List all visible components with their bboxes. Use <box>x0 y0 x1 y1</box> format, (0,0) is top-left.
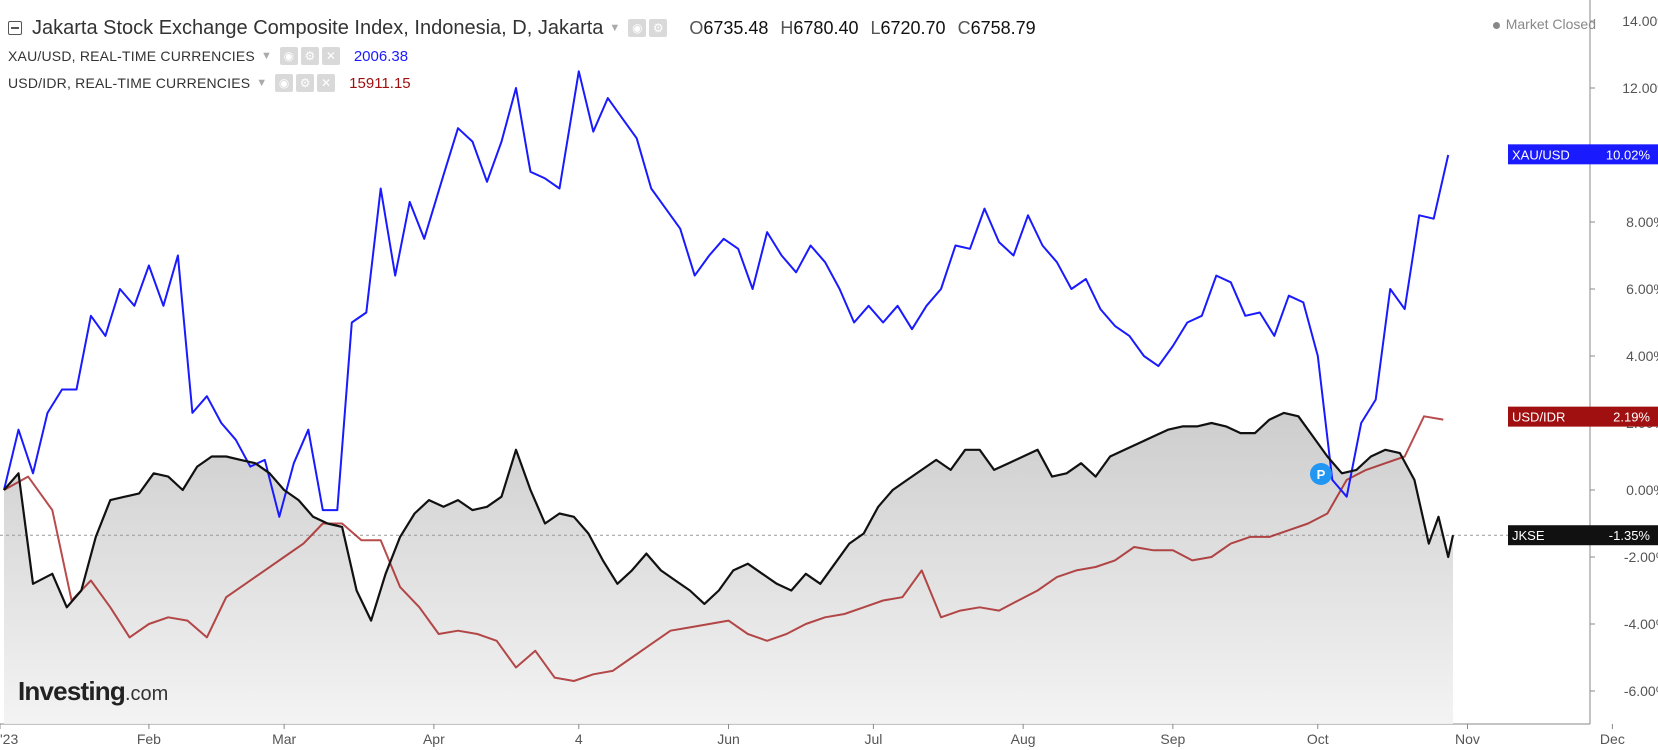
last-value-badge-bg <box>1508 144 1658 165</box>
x-tick-label: Feb <box>137 731 161 747</box>
last-value-badge-name: USD/IDR <box>1512 410 1565 425</box>
open-value: 6735.48 <box>703 17 769 38</box>
last-value-badge-name: XAU/USD <box>1512 147 1570 162</box>
market-status: Market Closed <box>1492 16 1596 32</box>
x-tick-label: Dec <box>1600 731 1625 747</box>
main-series-dropdown-icon[interactable]: ▼ <box>609 22 621 34</box>
last-value-badge-name: JKSE <box>1512 528 1545 543</box>
x-tick-label: Apr <box>423 731 445 747</box>
p-marker-icon: P <box>1310 463 1332 485</box>
x-tick-label: 4 <box>575 731 583 747</box>
y-tick-label: 4.00% <box>1626 348 1658 364</box>
xauusd-dropdown-icon[interactable]: ▼ <box>260 50 272 62</box>
y-tick-label: -4.00% <box>1624 616 1658 632</box>
y-tick-label: -6.00% <box>1624 683 1658 699</box>
eye-icon[interactable]: ◉ <box>275 74 294 92</box>
last-value-badge-value: -1.35% <box>1609 528 1651 543</box>
xauusd-legend-value: 2006.38 <box>353 47 409 65</box>
main-series-title: Jakarta Stock Exchange Composite Index, … <box>32 16 604 39</box>
last-value-badge-value: 10.02% <box>1606 147 1651 162</box>
high-label: H <box>780 17 794 38</box>
low-value: 6720.70 <box>880 17 946 38</box>
gear-icon[interactable]: ⚙ <box>300 47 319 65</box>
x-tick-label: Jun <box>717 731 740 747</box>
logo-main-text: Investing <box>18 676 126 706</box>
y-tick-label: 0.00% <box>1626 482 1658 498</box>
series-line-jkse <box>3 411 1455 622</box>
eye-icon[interactable]: ◉ <box>279 47 298 65</box>
series-line-usdidr <box>3 415 1444 682</box>
status-dot-icon <box>1492 21 1500 29</box>
y-tick-label: 8.00% <box>1626 214 1658 230</box>
p-marker-letter: P <box>1317 467 1326 482</box>
p-marker-circle <box>1310 463 1332 485</box>
usdidr-legend-name: USD/IDR, REAL-TIME CURRENCIES <box>8 75 251 91</box>
collapse-legend-button[interactable] <box>8 21 22 35</box>
y-tick-label: 6.00% <box>1626 281 1658 297</box>
x-tick-label: '23 <box>0 731 18 747</box>
legend-row-xauusd: XAU/USD, REAL-TIME CURRENCIES ▼ ◉ ⚙ ✕ 20… <box>8 44 408 68</box>
close-icon[interactable]: ✕ <box>321 47 340 65</box>
x-tick-label: Sep <box>1160 731 1185 747</box>
main-series-controls: ◉ ⚙ <box>628 19 668 37</box>
series-line-xauusd <box>3 70 1450 518</box>
last-value-badge-usdidr: USD/IDR 2.19% <box>1508 406 1658 427</box>
usdidr-dropdown-icon[interactable]: ▼ <box>256 77 268 89</box>
legend-row-usdidr: USD/IDR, REAL-TIME CURRENCIES ▼ ◉ ⚙ ✕ 15… <box>8 71 411 95</box>
investing-logo: Investing.com <box>18 676 168 707</box>
xauusd-controls: ◉ ⚙ ✕ <box>279 47 340 65</box>
y-tick-label: 14.00% <box>1622 13 1658 29</box>
gear-icon[interactable]: ⚙ <box>649 19 668 37</box>
last-value-badge-value: 2.19% <box>1613 410 1650 425</box>
x-tick-label: Aug <box>1011 731 1036 747</box>
xauusd-legend-name: XAU/USD, REAL-TIME CURRENCIES <box>8 48 255 64</box>
x-tick-label: Oct <box>1307 731 1329 747</box>
last-value-badge-jkse: JKSE -1.35% <box>1508 525 1658 546</box>
logo-domain-text: .com <box>124 683 169 705</box>
low-label: L <box>870 17 881 38</box>
y-tick-label: -2.00% <box>1624 549 1658 565</box>
usdidr-legend-value: 15911.15 <box>349 74 411 92</box>
last-value-badge-xauusd: XAU/USD 10.02% <box>1508 144 1658 165</box>
main-series-row: Jakarta Stock Exchange Composite Index, … <box>8 14 1040 42</box>
market-status-text: Market Closed <box>1505 16 1596 32</box>
eye-icon[interactable]: ◉ <box>628 19 647 37</box>
jkse-area-fill <box>4 412 1453 724</box>
last-value-badge-bg <box>1508 525 1658 546</box>
open-label: O <box>689 17 704 38</box>
close-icon[interactable]: ✕ <box>317 74 336 92</box>
x-tick-label: Jul <box>864 731 882 747</box>
gear-icon[interactable]: ⚙ <box>296 74 315 92</box>
x-tick-label: Nov <box>1455 731 1480 747</box>
high-value: 6780.40 <box>793 17 859 38</box>
close-value: 6758.79 <box>970 17 1036 38</box>
x-tick-label: Mar <box>272 731 296 747</box>
close-label: C <box>957 17 971 38</box>
y-tick-label: 12.00% <box>1622 80 1658 96</box>
usdidr-controls: ◉ ⚙ ✕ <box>275 74 336 92</box>
last-value-badge-bg <box>1508 406 1658 427</box>
